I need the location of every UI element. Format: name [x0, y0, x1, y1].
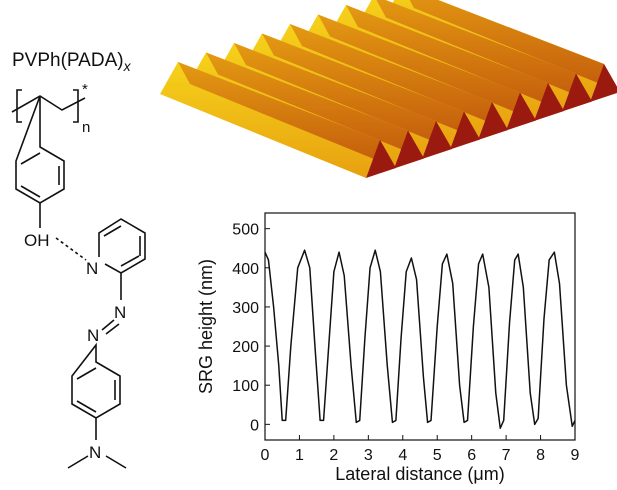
x-tick-label: 9: [571, 447, 580, 464]
hydrogen-bond: [56, 238, 86, 260]
repeat-label: n: [82, 119, 90, 136]
atom-label: OH: [24, 231, 50, 250]
x-tick-label: 2: [329, 447, 338, 464]
subscript: x: [123, 58, 132, 74]
x-tick-label: 1: [295, 447, 304, 464]
atom-label: N: [86, 259, 98, 278]
x-tick-label: 4: [398, 447, 407, 464]
bracket: [73, 90, 78, 122]
x-axis-label: Lateral distance (μm): [335, 464, 504, 484]
x-tick-label: 8: [536, 447, 545, 464]
x-tick-label: 6: [467, 447, 476, 464]
atom-label: N: [87, 326, 99, 345]
y-tick-label: 200: [232, 339, 259, 356]
backbone: [12, 96, 85, 112]
ring: [99, 219, 145, 273]
x-tick-label: 0: [261, 447, 270, 464]
ring: [72, 345, 120, 418]
polymer-name: PVPh(PADA)x: [12, 50, 132, 74]
x-tick-label: 5: [433, 447, 442, 464]
y-tick-label: 100: [232, 378, 259, 395]
y-axis-label: SRG height (nm): [196, 259, 216, 394]
ring: [16, 96, 64, 203]
line-plot: 0 1 2 3 4 5 6 7 8 9 0 100 200 300 400 500 Lateral distan…: [196, 213, 580, 484]
data-line: [265, 250, 575, 428]
chemical-structure: PVPh(PADA)x n * OH N N N N: [12, 50, 145, 468]
y-tick-label: 300: [232, 300, 259, 317]
x-tick-label: 3: [364, 447, 373, 464]
y-tick-label: 400: [232, 261, 259, 278]
atom-label: N: [114, 303, 126, 322]
figure: PVPh(PADA)x n * OH N N N N 0 1 2 3 4 5 6 7 8 9 0 10…: [0, 0, 617, 490]
y-tick-label: 0: [250, 417, 259, 434]
bond: [102, 320, 119, 334]
name: PVPh(PADA): [12, 50, 124, 71]
end-label: *: [82, 81, 88, 98]
atom-label: N: [89, 443, 101, 462]
y-tick-label: 500: [232, 222, 259, 239]
x-tick-label: 7: [502, 447, 511, 464]
surface-relief-grating: [160, 0, 617, 178]
